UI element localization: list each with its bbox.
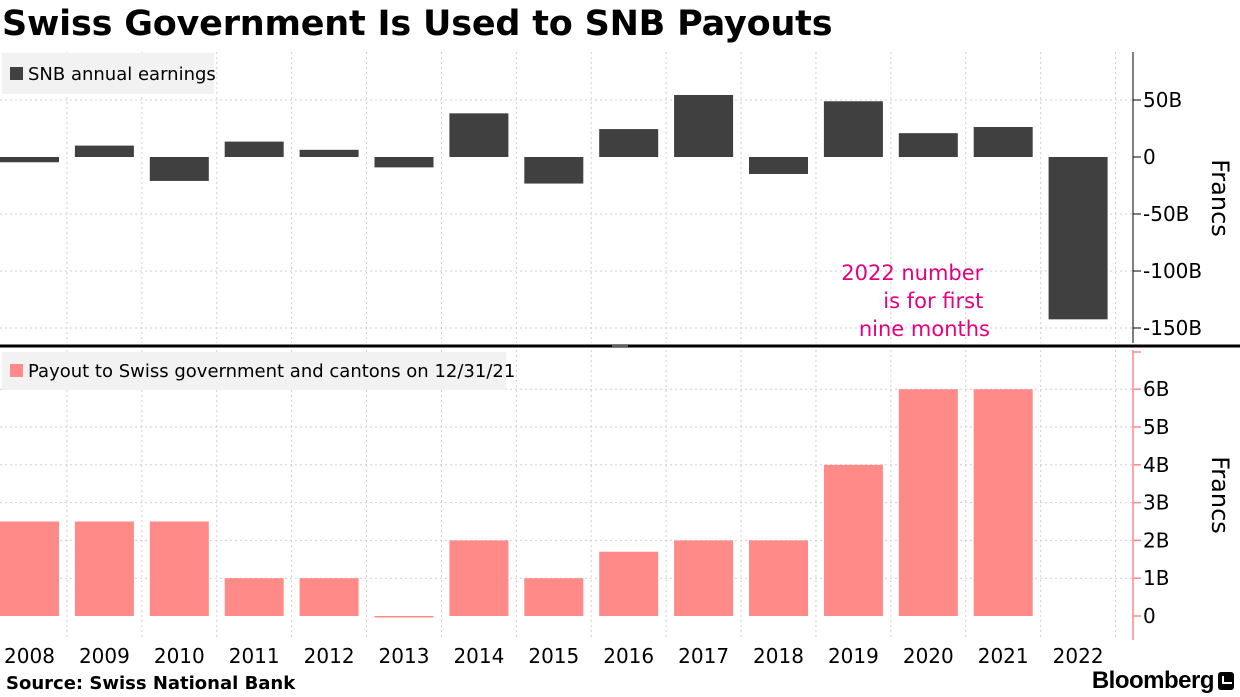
earnings-bar-2016 (599, 129, 659, 157)
top-y-tick-label: -100B (1143, 259, 1202, 283)
top-y-tick-label: -150B (1143, 316, 1202, 340)
top-legend-box (2, 53, 214, 94)
bottom-y-tick-label: 1B (1143, 566, 1169, 590)
x-tick-label-2014: 2014 (453, 644, 504, 668)
x-tick-label-2012: 2012 (304, 644, 355, 668)
earnings-bar-2008 (0, 157, 59, 163)
top-legend-swatch (10, 67, 23, 80)
x-tick-label-2015: 2015 (528, 644, 579, 668)
payout-bar-2012 (299, 578, 359, 616)
bottom-y-tick-label: 0 (1143, 604, 1156, 628)
payout-bar-2015 (524, 578, 584, 616)
payout-bar-2010 (149, 521, 209, 616)
earnings-bar-2022 (1048, 157, 1108, 320)
earnings-bar-2013 (374, 157, 434, 168)
bottom-y-tick-label: 5B (1143, 415, 1169, 439)
earnings-bar-2021 (973, 127, 1033, 157)
top-y-tick-label: -50B (1143, 202, 1189, 226)
x-tick-label-2013: 2013 (379, 644, 430, 668)
x-tick-label-2018: 2018 (753, 644, 804, 668)
payout-bar-2013 (374, 616, 434, 618)
top-legend-label: SNB annual earnings (28, 64, 216, 85)
x-tick-labels: 2008 2009 2010 2011 2012 2013 2014 2015 2016 2017… (4, 644, 1104, 668)
earnings-bar-2009 (74, 145, 134, 157)
bottom-y-axis: 6B 5B 4B 3B 2B 1B 0 (1132, 350, 1169, 640)
bloomberg-logo: Bloomberg (1092, 667, 1234, 695)
bottom-y-axis-title: Francs (1206, 456, 1234, 534)
earnings-bar-2014 (449, 113, 509, 157)
annotation-line-2: is for first (883, 289, 983, 313)
earnings-bar-2018 (749, 157, 808, 174)
bottom-y-tick-label: 3B (1143, 491, 1169, 515)
payout-bar-2008 (0, 521, 59, 616)
bottom-y-tick-label: 4B (1143, 453, 1169, 477)
x-tick-label-2016: 2016 (603, 644, 654, 668)
bottom-y-tick-label: 2B (1143, 528, 1169, 552)
earnings-bar-2020 (898, 133, 958, 157)
earnings-bar-2012 (299, 149, 359, 157)
top-bars (0, 94, 1108, 320)
annotation-line-1: 2022 number (841, 261, 983, 285)
earnings-bar-2010 (149, 157, 209, 181)
annotation-line-3: nine months (859, 317, 990, 341)
payout-bar-2009 (74, 521, 134, 616)
payout-bar-2016 (599, 551, 659, 616)
top-y-axis: 50B 0 -50B -100B -150B (1132, 52, 1202, 343)
x-tick-label-2008: 2008 (4, 644, 55, 668)
top-y-tick-label: 50B (1143, 88, 1182, 112)
x-tick-label-2011: 2011 (229, 644, 280, 668)
bloomberg-wordmark: Bloomberg (1091, 667, 1215, 694)
payout-bar-2017 (674, 540, 734, 616)
top-y-tick-label: 0 (1143, 145, 1156, 169)
payout-bar-2014 (449, 540, 509, 616)
x-tick-label-2017: 2017 (678, 644, 729, 668)
top-gridlines (0, 52, 1133, 343)
payout-bar-2020 (898, 389, 958, 616)
bottom-legend-box (2, 352, 506, 390)
annotation-text: 2022 number is for first nine months (841, 261, 990, 341)
x-tick-label-2022: 2022 (1053, 644, 1104, 668)
bottom-y-tick-label: 6B (1143, 377, 1169, 401)
x-tick-label-2009: 2009 (79, 644, 130, 668)
chart-title: Swiss Government Is Used to SNB Payouts (2, 4, 833, 44)
bottom-legend-label: Payout to Swiss government and cantons o… (28, 361, 515, 382)
bloomberg-chart-icon (1218, 672, 1234, 690)
payout-bar-2019 (823, 464, 883, 616)
source-note: Source: Swiss National Bank (6, 673, 296, 694)
bottom-bars (0, 389, 1033, 618)
x-tick-label-2021: 2021 (978, 644, 1029, 668)
x-tick-label-2010: 2010 (154, 644, 205, 668)
earnings-bar-2015 (524, 157, 584, 184)
x-tick-label-2020: 2020 (903, 644, 954, 668)
earnings-bar-2019 (823, 101, 883, 157)
earnings-bar-2017 (674, 94, 734, 157)
top-y-axis-title: Francs (1206, 159, 1234, 237)
bottom-legend-swatch (10, 364, 23, 377)
x-tick-label-2019: 2019 (828, 644, 879, 668)
earnings-bar-2011 (224, 141, 284, 157)
payout-bar-2018 (749, 540, 808, 616)
payout-bar-2011 (224, 578, 284, 616)
payout-bar-2021 (973, 389, 1033, 616)
